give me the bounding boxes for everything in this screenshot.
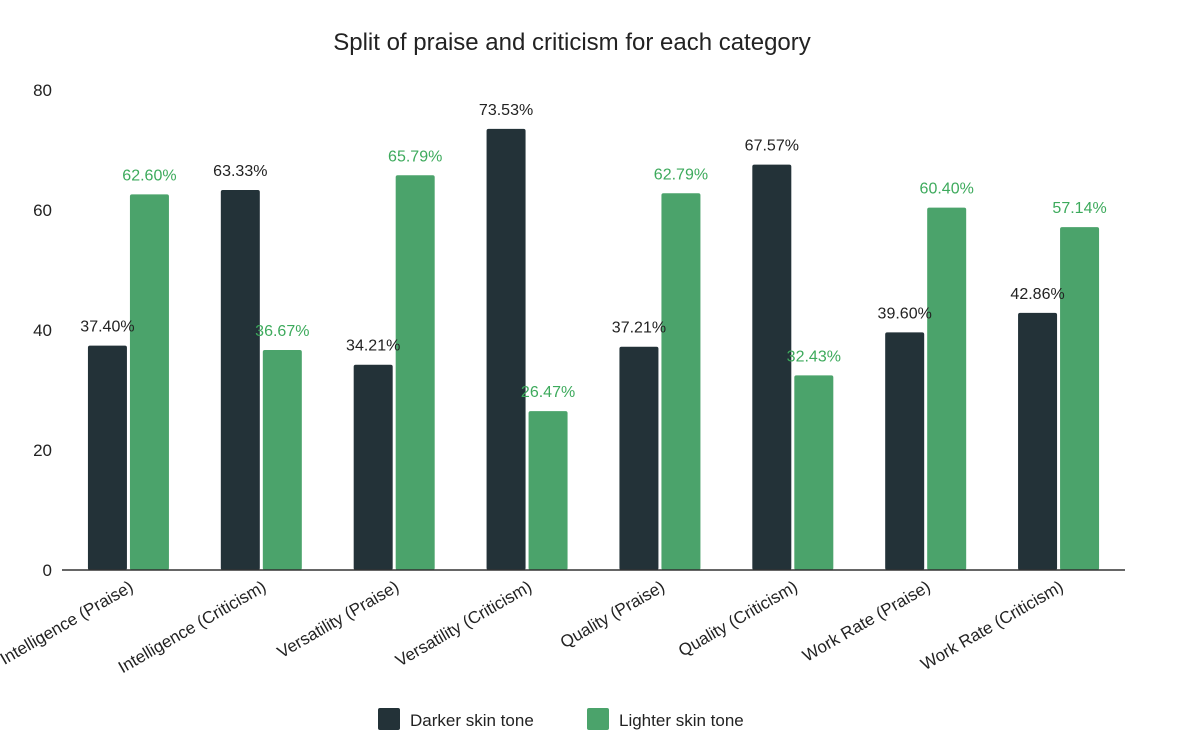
- data-label-lighter-0: 62.60%: [122, 167, 176, 184]
- bar-darker-5: [752, 164, 792, 570]
- bar-darker-6: [885, 332, 925, 570]
- data-label-darker-7: 42.86%: [1010, 286, 1064, 303]
- y-tick-label: 0: [43, 561, 52, 580]
- data-label-lighter-3: 26.47%: [521, 384, 575, 401]
- bar-darker-3: [486, 128, 526, 570]
- y-tick-label: 20: [33, 441, 52, 460]
- data-label-darker-3: 73.53%: [479, 102, 533, 119]
- data-label-lighter-4: 62.79%: [654, 166, 708, 183]
- x-axis: Intelligence (Praise)Intelligence (Criti…: [0, 569, 1125, 677]
- bars-group: [87, 128, 1100, 570]
- x-tick-label: Intelligence (Praise): [0, 577, 136, 669]
- x-tick-label: Work Rate (Criticism): [917, 577, 1066, 674]
- x-tick-label: Quality (Criticism): [675, 577, 801, 661]
- x-tick-label: Work Rate (Praise): [799, 577, 933, 666]
- data-label-lighter-6: 60.40%: [920, 181, 974, 198]
- y-tick-label: 60: [33, 201, 52, 220]
- data-label-lighter-5: 32.43%: [787, 348, 841, 365]
- bar-lighter-7: [1060, 227, 1100, 570]
- data-label-darker-1: 63.33%: [213, 163, 267, 180]
- bar-lighter-3: [528, 411, 568, 570]
- chart-title: Split of praise and criticism for each c…: [333, 29, 811, 56]
- y-tick-label: 40: [33, 321, 52, 340]
- data-label-darker-5: 67.57%: [745, 138, 799, 155]
- legend-swatch-darker: [378, 708, 400, 730]
- bar-lighter-1: [262, 349, 302, 570]
- x-tick-label: Intelligence (Criticism): [115, 577, 269, 677]
- bar-lighter-4: [661, 193, 701, 570]
- bar-lighter-6: [927, 207, 967, 570]
- bar-lighter-5: [794, 375, 834, 570]
- data-label-darker-2: 34.21%: [346, 338, 400, 355]
- data-label-darker-6: 39.60%: [878, 305, 932, 322]
- legend-label-lighter: Lighter skin tone: [619, 711, 744, 730]
- data-label-lighter-2: 65.79%: [388, 148, 442, 165]
- data-label-lighter-1: 36.67%: [255, 323, 309, 340]
- bar-darker-4: [619, 346, 659, 570]
- legend-label-darker: Darker skin tone: [410, 711, 534, 730]
- data-labels-group: 37.40% 62.60% 63.33% 36.67% 34.21% 65.79% 73.5…: [80, 102, 1106, 401]
- legend-swatch-lighter: [587, 708, 609, 730]
- x-tick-label: Versatility (Criticism): [392, 577, 535, 670]
- x-tick-label: Versatility (Praise): [274, 577, 402, 662]
- bar-darker-0: [87, 345, 127, 570]
- data-label-lighter-7: 57.14%: [1052, 200, 1106, 217]
- legend: Darker skin tone Lighter skin tone: [378, 708, 744, 730]
- y-tick-label: 80: [33, 81, 52, 100]
- bar-lighter-2: [395, 175, 435, 570]
- bar-darker-7: [1018, 312, 1058, 570]
- bar-lighter-0: [129, 194, 169, 570]
- y-axis: 0 20 40 60 80: [33, 81, 52, 580]
- x-tick-label: Quality (Praise): [557, 577, 668, 652]
- data-label-darker-0: 37.40%: [80, 319, 134, 336]
- bar-darker-2: [353, 364, 393, 570]
- data-label-darker-4: 37.21%: [612, 320, 666, 337]
- bar-darker-1: [220, 190, 260, 570]
